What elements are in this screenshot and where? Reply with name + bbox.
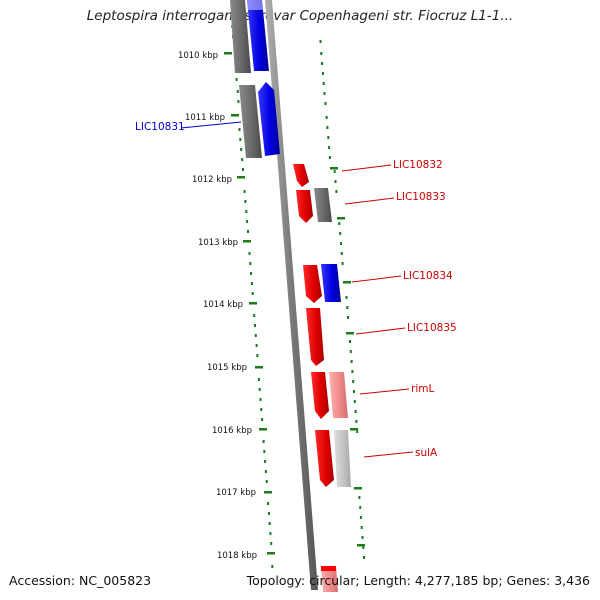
gene-LIC10830-blocks[interactable]	[230, 0, 269, 73]
gene-LIC10831[interactable]	[239, 82, 280, 158]
gene-label-LIC10832[interactable]: LIC10832	[393, 159, 443, 171]
tick-track-right	[319, 40, 366, 559]
genome-title: Leptospira interrogans serovar Copenhage…	[86, 8, 514, 24]
accession-text: Accession: NC_005823	[9, 573, 152, 588]
kbp-label-1010: 1010 kbp	[178, 51, 218, 61]
kbp-label-1016: 1016 kbp	[212, 426, 252, 436]
gene-LIC10832[interactable]	[293, 164, 309, 187]
kbp-label-1017: 1017 kbp	[216, 488, 256, 498]
gene-label-LIC10834[interactable]: LIC10834	[403, 270, 453, 282]
kbp-label-1015: 1015 kbp	[207, 363, 247, 373]
gene-label-sulA[interactable]: sulA	[415, 447, 438, 459]
kbp-major-ticks	[224, 52, 365, 555]
gene-sulA[interactable]	[315, 430, 351, 487]
tick-track-left	[230, 15, 274, 568]
gene-label-LIC10831[interactable]: LIC10831	[135, 121, 185, 133]
label-leaders	[180, 121, 414, 458]
gene-LIC10834[interactable]	[303, 264, 341, 303]
gene-LIC10833[interactable]	[296, 188, 332, 223]
gene-LIC10835[interactable]	[306, 308, 324, 366]
gene-label-LIC10835[interactable]: LIC10835	[407, 322, 457, 334]
kbp-label-1013: 1013 kbp	[198, 238, 238, 248]
kbp-label-1011: 1011 kbp	[185, 113, 225, 123]
kbp-label-1014: 1014 kbp	[203, 300, 243, 310]
kbp-label-1018: 1018 kbp	[217, 551, 257, 561]
gene-rimL[interactable]	[311, 372, 348, 419]
gene-label-LIC10833[interactable]: LIC10833	[396, 191, 446, 203]
kbp-label-1012: 1012 kbp	[192, 175, 232, 185]
genome-stats-text: Topology: circular; Length: 4,277,185 bp…	[246, 573, 590, 588]
gene-label-rimL[interactable]: rimL	[411, 383, 434, 395]
gene-next-partial[interactable]	[321, 566, 338, 592]
